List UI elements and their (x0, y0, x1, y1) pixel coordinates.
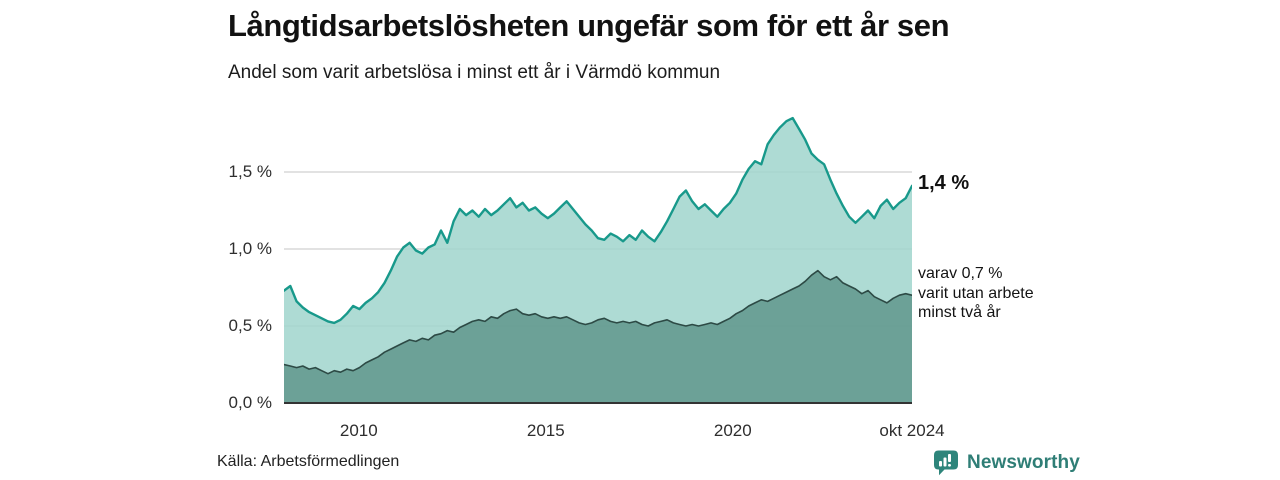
newsworthy-logo: Newsworthy (933, 449, 1080, 477)
x-axis-tick-label: 2015 (526, 421, 565, 440)
annotation-secondary-line: minst två år (918, 304, 1001, 321)
chart-title: Långtidsarbetslösheten ungefär som för e… (228, 8, 950, 43)
unemployment-area-chart (284, 116, 912, 404)
source-note: Källa: Arbetsförmedlingen (217, 453, 400, 470)
annotation-latest-value: 1,4 % (918, 172, 970, 194)
x-axis-tick-label: 2010 (339, 421, 378, 440)
newsworthy-wordmark: Newsworthy (967, 452, 1080, 473)
y-axis-tick-label: 1,5 % (228, 162, 272, 181)
chart-subtitle: Andel som varit arbetslösa i minst ett å… (228, 62, 721, 83)
annotation-secondary-line: varit utan arbete (918, 284, 1034, 302)
x-axis-tick-label: 2020 (713, 421, 752, 440)
annotation-secondary: varav 0,7 % varit utan arbete minst två … (918, 264, 1034, 323)
y-axis-tick-label: 0,0 % (228, 393, 272, 412)
y-axis-tick-label: 1,0 % (228, 239, 272, 258)
newsworthy-bar-chart-icon (934, 450, 958, 476)
annotation-secondary-line: varav 0,7 % (918, 265, 1003, 282)
y-axis-tick-label: 0,5 % (228, 316, 272, 335)
x-axis-tick-label: okt 2024 (879, 421, 945, 440)
